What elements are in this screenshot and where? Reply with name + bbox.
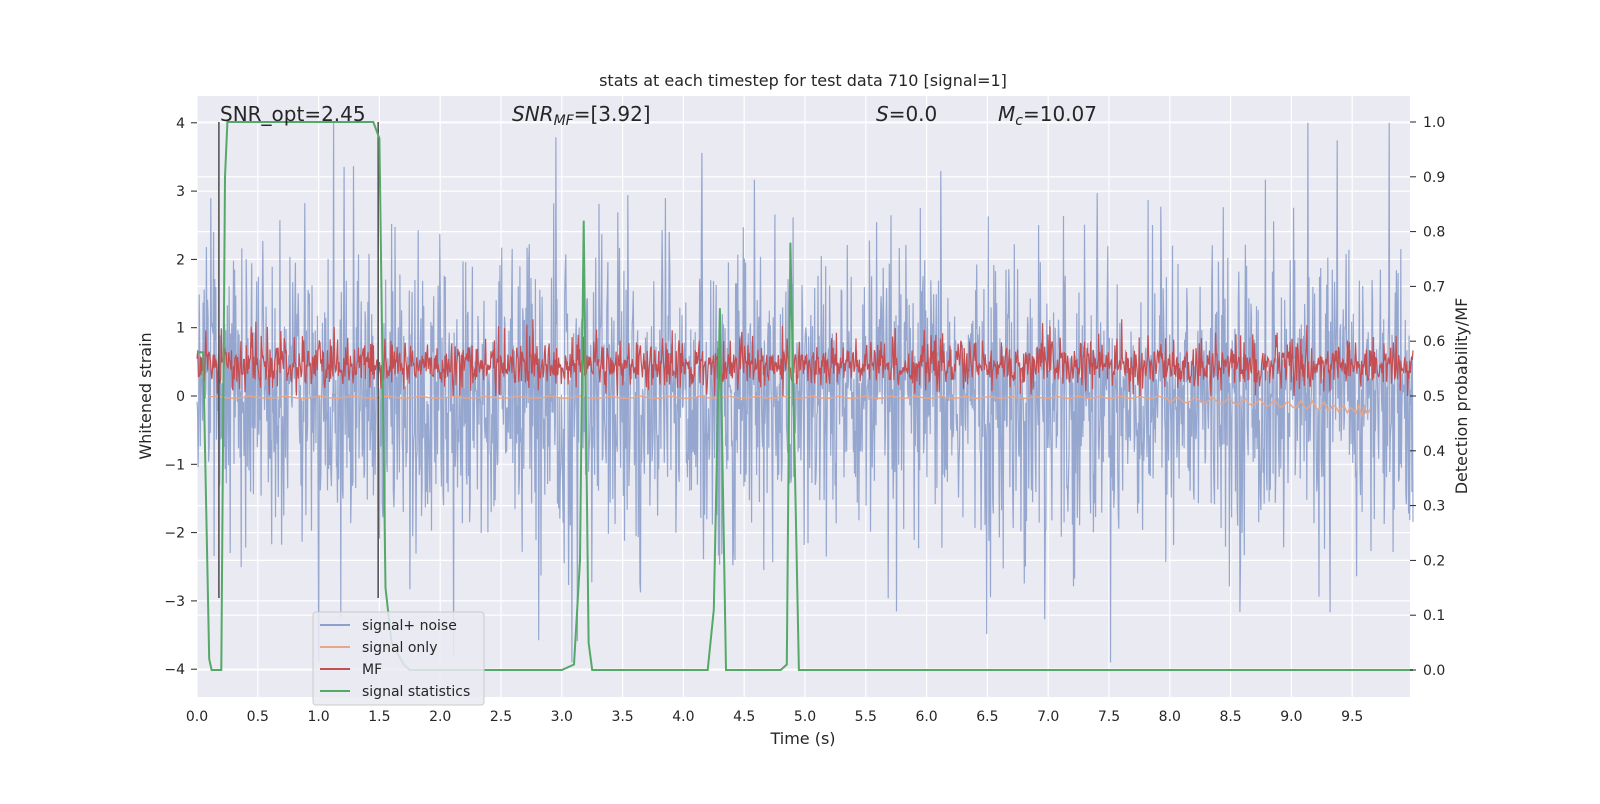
x-tick-label: 0.0 bbox=[186, 709, 208, 725]
y-right-tick-label: 0.5 bbox=[1423, 389, 1445, 405]
x-tick-label: 1.5 bbox=[368, 709, 390, 725]
y-right-tick-label: 0.7 bbox=[1423, 279, 1445, 295]
y-left-tick-label: −3 bbox=[164, 594, 185, 610]
y-right-tick-label: 0.4 bbox=[1423, 444, 1445, 460]
x-axis-label: Time (s) bbox=[769, 729, 835, 748]
x-tick-label: 7.5 bbox=[1098, 709, 1120, 725]
mc-symbol: M bbox=[998, 102, 1015, 126]
x-tick-label: 6.0 bbox=[915, 709, 937, 725]
y-axis-right-label: Detection probability/MF bbox=[1452, 298, 1471, 495]
y-left-tick-label: −1 bbox=[164, 457, 185, 473]
mf-series bbox=[196, 319, 1414, 397]
s-value: =0.0 bbox=[889, 102, 938, 126]
y-right-tick-label: 0.3 bbox=[1423, 499, 1445, 515]
y-right-tick-label: 0.2 bbox=[1423, 553, 1445, 569]
x-tick-label: 2.5 bbox=[490, 709, 512, 725]
legend-label-mf: MF bbox=[362, 662, 382, 678]
signal-noise-series bbox=[196, 122, 1414, 663]
y-right-tick-label: 0.9 bbox=[1423, 170, 1445, 186]
signal-noise-line bbox=[196, 122, 1414, 663]
y-axis-left-label: Whitened strain bbox=[136, 332, 155, 459]
signal-statistics-series bbox=[197, 121, 1413, 671]
legend-box bbox=[312, 611, 485, 706]
mc-value: =10.07 bbox=[1023, 102, 1097, 126]
snr-opt-annotation: SNR_opt=2.45 bbox=[220, 102, 366, 126]
x-tick-label: 1.0 bbox=[307, 709, 329, 725]
y-left-tick-label: −4 bbox=[164, 662, 185, 678]
y-right-tick-label: 1.0 bbox=[1423, 115, 1445, 131]
x-tick-label: 3.5 bbox=[611, 709, 633, 725]
y-left-tick-label: −2 bbox=[164, 526, 185, 542]
snr-mf-annotation: SNRMF=[3.92] bbox=[512, 102, 651, 129]
snr-mf-value: =[3.92] bbox=[574, 102, 651, 126]
x-tick-label: 4.0 bbox=[672, 709, 694, 725]
s-symbol: S bbox=[876, 102, 889, 126]
mc-subscript: c bbox=[1015, 113, 1023, 129]
y-right-tick-label: 0.6 bbox=[1423, 334, 1445, 350]
snr-mf-subscript: MF bbox=[554, 113, 575, 129]
legend-label-signal-only: signal only bbox=[362, 640, 437, 656]
x-tick-label: 5.0 bbox=[794, 709, 816, 725]
mc-annotation: Mc=10.07 bbox=[998, 102, 1097, 129]
s-annotation: S=0.0 bbox=[876, 102, 937, 126]
y-left-tick-label: 2 bbox=[176, 252, 185, 268]
x-tick-label: 2.0 bbox=[429, 709, 451, 725]
mf-line bbox=[196, 319, 1414, 397]
signal-statistics-line bbox=[197, 121, 1413, 671]
x-tick-label: 6.5 bbox=[976, 709, 998, 725]
legend-label-signal-noise: signal+ noise bbox=[362, 618, 457, 634]
vertical-markers bbox=[218, 122, 379, 598]
y-right-tick-label: 0.1 bbox=[1423, 608, 1445, 624]
legend: signal+ noise signal only MF signal stat… bbox=[312, 611, 485, 706]
x-tick-label: 8.0 bbox=[1159, 709, 1181, 725]
x-tick-label: 8.5 bbox=[1219, 709, 1241, 725]
x-tick-label: 9.0 bbox=[1280, 709, 1302, 725]
y-left-tick-label: 3 bbox=[176, 184, 185, 200]
axis-ticks: 0.0 0.5 1.0 1.5 2.0 2.5 3.0 3.5 4.0 4.5 5.0 5.5 6.0 6… bbox=[164, 115, 1445, 725]
y-left-tick-label: 0 bbox=[176, 389, 185, 405]
x-tick-label: 9.5 bbox=[1341, 709, 1363, 725]
y-left-tick-label: 4 bbox=[176, 116, 185, 132]
y-right-tick-label: 0.0 bbox=[1423, 663, 1445, 679]
y-left-tick-label: 1 bbox=[176, 321, 185, 337]
x-tick-label: 5.5 bbox=[855, 709, 877, 725]
legend-label-signal-statistics: signal statistics bbox=[362, 684, 470, 700]
x-tick-label: 7.0 bbox=[1037, 709, 1059, 725]
y-right-tick-label: 0.8 bbox=[1423, 225, 1445, 241]
chart-title: stats at each timestep for test data 710… bbox=[599, 71, 1007, 90]
x-tick-label: 0.5 bbox=[247, 709, 269, 725]
x-tick-label: 4.5 bbox=[733, 709, 755, 725]
x-tick-label: 3.0 bbox=[551, 709, 573, 725]
snr-mf-symbol: SNR bbox=[512, 102, 554, 126]
